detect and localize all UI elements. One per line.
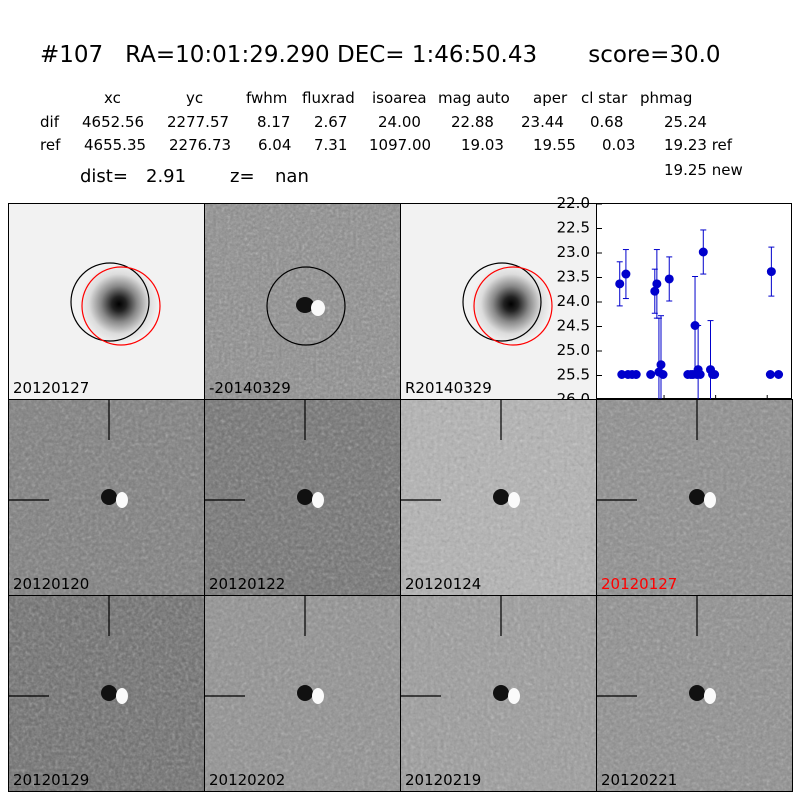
- negative-residual: [689, 489, 705, 505]
- column-header-fwhm: fwhm: [246, 89, 288, 107]
- panel-label: 20120221: [601, 771, 678, 789]
- light-curve-plot: [597, 203, 768, 401]
- panel-label: 20120129: [13, 771, 90, 789]
- table-cell: 2277.57: [167, 113, 230, 131]
- reference-star-image: [401, 204, 596, 399]
- column-header-phmag: phmag: [640, 89, 693, 107]
- table-cell: 4655.35: [84, 136, 147, 154]
- negative-residual: [101, 489, 117, 505]
- negative-residual: [101, 685, 117, 701]
- positive-residual: [312, 688, 324, 704]
- dist-label: dist=: [80, 166, 128, 187]
- table-cell: 6.04: [258, 136, 292, 154]
- difference-image: [205, 204, 400, 399]
- table-cell: 19.55: [533, 136, 576, 154]
- light-curve-chart: [596, 203, 792, 401]
- panel-label: R20140329: [405, 379, 492, 397]
- image-panel: 20120202: [204, 595, 401, 792]
- table-cell: 4652.56: [82, 113, 145, 131]
- detection-circle: [473, 266, 553, 346]
- cutout-image: [9, 596, 204, 791]
- column-header-mag-auto: mag auto: [438, 89, 510, 107]
- table-cell: 2276.73: [169, 136, 232, 154]
- negative-residual: [689, 685, 705, 701]
- panel-label: 20120127: [13, 379, 90, 397]
- image-panel: 20120124: [400, 399, 597, 596]
- table-cell: 2.67: [314, 113, 348, 131]
- column-header-yc: yc: [186, 89, 204, 107]
- table-cell: 19.03: [461, 136, 504, 154]
- cutout-image: [205, 400, 400, 595]
- table-cell: 0.68: [590, 113, 624, 131]
- table-cell: 25.24: [664, 113, 707, 131]
- table-cell: 19.23 ref: [664, 136, 733, 154]
- cutout-image: [597, 596, 792, 791]
- table-cell: 22.88: [451, 113, 494, 131]
- panel-label: 20120120: [13, 575, 90, 593]
- z-label: z=: [230, 166, 255, 187]
- panel-label: 20120127: [601, 575, 678, 593]
- column-header-isoarea: isoarea: [372, 89, 427, 107]
- table-cell: 23.44: [521, 113, 564, 131]
- image-panel: 20120120: [8, 399, 205, 596]
- column-header-xc: xc: [104, 89, 121, 107]
- table-cell: 1097.00: [369, 136, 432, 154]
- reference-circle: [70, 262, 150, 342]
- dist-value: 2.91: [146, 166, 187, 187]
- panel-label: 20120122: [209, 575, 286, 593]
- cutout-image: [401, 400, 596, 595]
- reference-star-image: [9, 204, 204, 399]
- panel-label: 20120219: [405, 771, 482, 789]
- negative-residual: [493, 489, 509, 505]
- image-panel: -20140329: [204, 203, 401, 400]
- row-label-ref: ref: [40, 136, 61, 154]
- cutout-image: [9, 400, 204, 595]
- positive-residual: [704, 688, 716, 704]
- table-cell: 7.31: [314, 136, 348, 154]
- positive-residual: [116, 492, 128, 508]
- column-header-aper: aper: [533, 89, 568, 107]
- negative-residual: [493, 685, 509, 701]
- cutout-image: [205, 596, 400, 791]
- column-header-fluxrad: fluxrad: [302, 89, 355, 107]
- image-panel: R20140329: [400, 203, 597, 400]
- image-panel: 20120221: [596, 595, 793, 792]
- reference-circle: [266, 266, 346, 346]
- table-cell: 8.17: [257, 113, 291, 131]
- image-panel: 20120127: [8, 203, 205, 400]
- cutout-image: [401, 596, 596, 791]
- reference-circle: [462, 262, 542, 342]
- detection-circle: [81, 266, 161, 346]
- image-panel: 20120122: [204, 399, 401, 596]
- phmag-new-value: 19.25 new: [664, 161, 743, 179]
- image-panel: 20120219: [400, 595, 597, 792]
- negative-residual: [297, 489, 313, 505]
- table-cell: 24.00: [378, 113, 421, 131]
- positive-residual: [116, 688, 128, 704]
- image-panel: 20120129: [8, 595, 205, 792]
- positive-residual: [312, 492, 324, 508]
- row-label-dif: dif: [40, 113, 59, 131]
- positive-residual: [508, 492, 520, 508]
- cutout-image: [597, 400, 792, 595]
- image-panel: 20120127: [596, 399, 793, 596]
- positive-residual: [508, 688, 520, 704]
- positive-residual: [704, 492, 716, 508]
- negative-residual: [297, 685, 313, 701]
- page-title: #107 RA=10:01:29.290 DEC= 1:46:50.43 sco…: [40, 42, 721, 68]
- panel-label: -20140329: [209, 379, 291, 397]
- panel-label: 20120124: [405, 575, 482, 593]
- stats-table: xc yc fwhm fluxrad isoarea mag auto aper…: [0, 0, 800, 200]
- table-cell: 0.03: [602, 136, 636, 154]
- column-header-cl-star: cl star: [581, 89, 628, 107]
- z-value: nan: [275, 166, 309, 187]
- panel-label: 20120202: [209, 771, 286, 789]
